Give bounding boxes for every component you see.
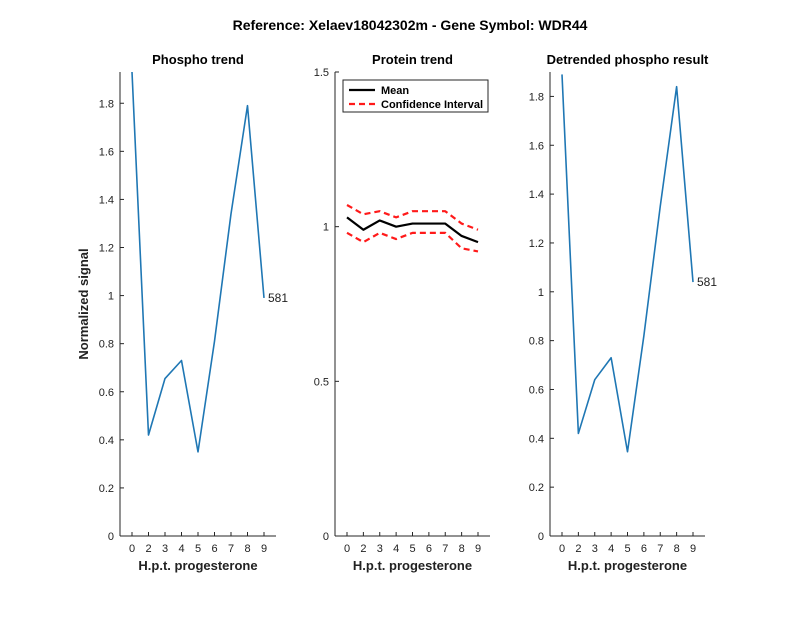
x-tick-label: 2	[145, 543, 151, 555]
y-tick-label: 1.4	[529, 189, 544, 201]
y-tick-label: 0.5	[314, 376, 329, 388]
y-tick-label: 1.6	[529, 140, 544, 152]
y-tick-label: 0.6	[99, 387, 114, 399]
series-line-confidence-interval	[346, 204, 479, 231]
y-tick-label: 0.8	[529, 336, 544, 348]
x-tick-label: 3	[162, 543, 168, 555]
y-tick-label: 1.6	[99, 146, 114, 158]
series-line-phospho	[131, 72, 265, 453]
x-tick-label: 9	[475, 543, 481, 555]
x-tick-label: 4	[393, 543, 399, 555]
x-tick-label: 8	[674, 543, 680, 555]
figure-title: Reference: Xelaev18042302m - Gene Symbol…	[233, 17, 588, 33]
x-tick-label: 6	[426, 543, 432, 555]
x-tick-label: 0	[129, 543, 135, 555]
series-line-phospho	[561, 74, 694, 453]
panel-title: Protein trend	[372, 52, 453, 67]
legend-entry-mean: Mean	[381, 85, 409, 97]
x-tick-label: 8	[244, 543, 250, 555]
series-line-mean	[346, 216, 479, 244]
x-tick-label: 6	[641, 543, 647, 555]
series-line-confidence-interval	[346, 231, 479, 253]
end-point-annotation: 581	[268, 291, 288, 305]
y-tick-label: 0.4	[529, 433, 544, 445]
x-tick-label: 5	[409, 543, 415, 555]
x-tick-label: 0	[344, 543, 350, 555]
y-tick-label: 1	[323, 222, 329, 234]
y-tick-label: 1.8	[529, 91, 544, 103]
y-tick-label: 0	[538, 531, 544, 543]
y-tick-label: 1.2	[529, 238, 544, 250]
y-tick-label: 1	[108, 291, 114, 303]
panel-title: Phospho trend	[152, 52, 244, 67]
legend-entry-confidence-interval: Confidence Interval	[381, 99, 483, 111]
x-tick-label: 3	[377, 543, 383, 555]
y-tick-label: 0.4	[99, 435, 114, 447]
x-tick-label: 7	[657, 543, 663, 555]
x-tick-label: 6	[211, 543, 217, 555]
legend-box	[342, 79, 489, 113]
x-axis-label: H.p.t. progesterone	[138, 558, 257, 573]
y-tick-label: 0.6	[529, 384, 544, 396]
y-tick-label: 0.2	[99, 483, 114, 495]
y-axis-label: Normalized signal	[76, 248, 91, 359]
x-tick-label: 4	[178, 543, 184, 555]
x-tick-label: 5	[624, 543, 630, 555]
x-tick-label: 3	[592, 543, 598, 555]
x-tick-label: 9	[690, 543, 696, 555]
y-tick-label: 0.8	[99, 339, 114, 351]
x-tick-label: 0	[559, 543, 565, 555]
y-tick-label: 0.2	[529, 482, 544, 494]
x-tick-label: 2	[575, 543, 581, 555]
x-tick-label: 7	[442, 543, 448, 555]
y-tick-label: 0	[108, 531, 114, 543]
y-tick-label: 1.2	[99, 243, 114, 255]
x-tick-label: 8	[459, 543, 465, 555]
x-tick-label: 2	[360, 543, 366, 555]
end-point-annotation: 581	[697, 275, 717, 289]
y-tick-label: 0	[323, 531, 329, 543]
x-axis-label: H.p.t. progesterone	[568, 558, 687, 573]
x-tick-label: 4	[608, 543, 614, 555]
y-tick-label: 1.4	[99, 194, 114, 206]
y-tick-label: 1.5	[314, 67, 329, 79]
panel-title: Detrended phospho result	[547, 52, 709, 67]
x-axis-label: H.p.t. progesterone	[353, 558, 472, 573]
y-tick-label: 1	[538, 287, 544, 299]
x-tick-label: 9	[261, 543, 267, 555]
x-tick-label: 5	[195, 543, 201, 555]
y-tick-label: 1.8	[99, 98, 114, 110]
x-tick-label: 7	[228, 543, 234, 555]
